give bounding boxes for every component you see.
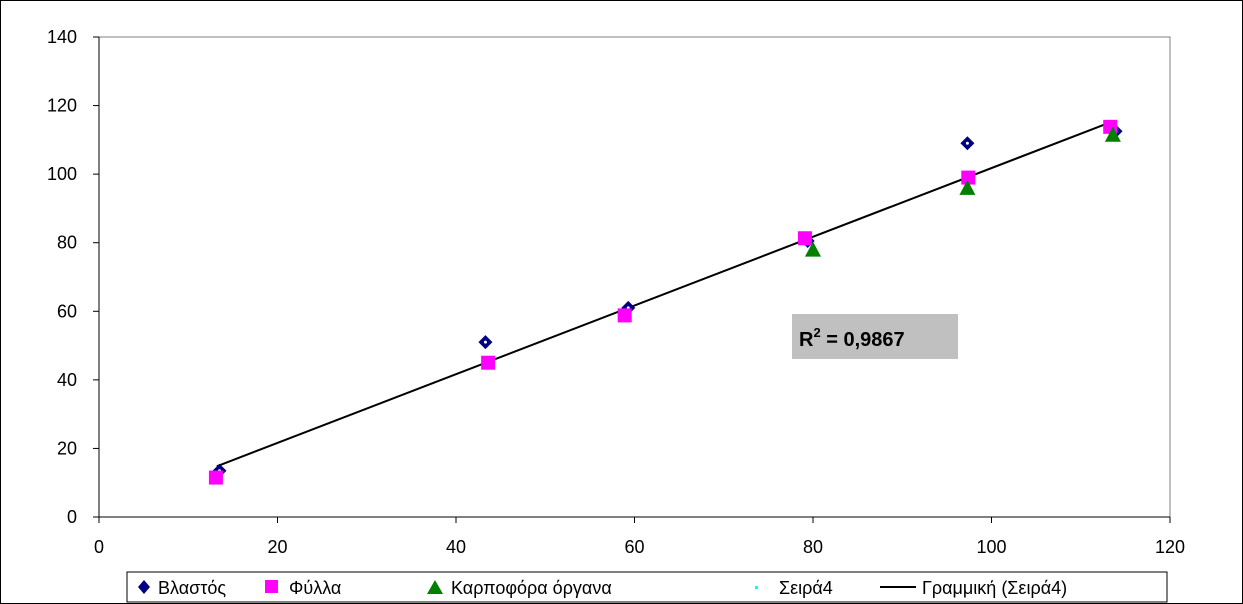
r2-text: R2 = 0,9867 [799, 325, 905, 351]
y-tick-label: 80 [57, 233, 77, 253]
y-tick-label: 40 [57, 370, 77, 390]
r2-label: R [799, 329, 814, 351]
point-fylla [208, 470, 223, 485]
x-tick-label: 40 [446, 537, 466, 557]
legend-label-vlastos: Βλαστός [158, 578, 226, 598]
r2-value: = 0,9867 [821, 329, 905, 351]
y-tick-label: 60 [57, 301, 77, 321]
plot-area [98, 36, 1171, 518]
point-karpofora [959, 179, 976, 195]
legend-marker-vlastos [138, 580, 150, 594]
legend-label-karpofora: Καρποφόρα όργανα [451, 578, 612, 598]
y-tick-label: 0 [67, 507, 77, 527]
legend-marker-fylla [265, 580, 278, 593]
r2-box [792, 314, 958, 359]
x-tick-label: 80 [803, 537, 823, 557]
y-tick-label: 100 [47, 164, 77, 184]
legend-marker-karpofora [427, 580, 443, 594]
point-karpofora [805, 241, 821, 257]
point-fylla [617, 308, 632, 323]
r2-annotation: R2 = 0,9867 [792, 314, 958, 359]
y-tick-label: 140 [47, 27, 77, 47]
legend-label-seira4: Σειρά4 [779, 578, 833, 598]
x-tick-label: 100 [976, 537, 1006, 557]
point-vlastos-center [965, 141, 969, 145]
x-tick-label: 60 [624, 537, 644, 557]
x-tick-label: 20 [267, 537, 287, 557]
point-vlastos-center [483, 340, 487, 344]
legend-label-trendline: Γραμμική (Σειρά4) [922, 578, 1067, 598]
point-fylla [961, 170, 976, 185]
point-fylla [481, 355, 496, 370]
y-tick-label: 120 [47, 96, 77, 116]
legend-label-fylla: Φύλλα [289, 578, 341, 598]
axes: 0 20 40 60 80 100 120 140 0 20 40 60 80 100 120 [47, 27, 1185, 557]
r2-exponent: 2 [813, 325, 820, 340]
x-tick-label: 120 [1155, 537, 1185, 557]
legend-marker-seira4 [755, 586, 758, 589]
legend: Βλαστός Φύλλα Καρποφόρα όργανα Σειρά4 Γρ… [126, 571, 1168, 603]
x-tick-label: 0 [94, 537, 104, 557]
data-marks [208, 119, 1123, 485]
point-fylla [797, 231, 812, 246]
point-karpofora [1104, 126, 1121, 142]
y-tick-label: 20 [57, 438, 77, 458]
legend-box [126, 571, 1168, 603]
